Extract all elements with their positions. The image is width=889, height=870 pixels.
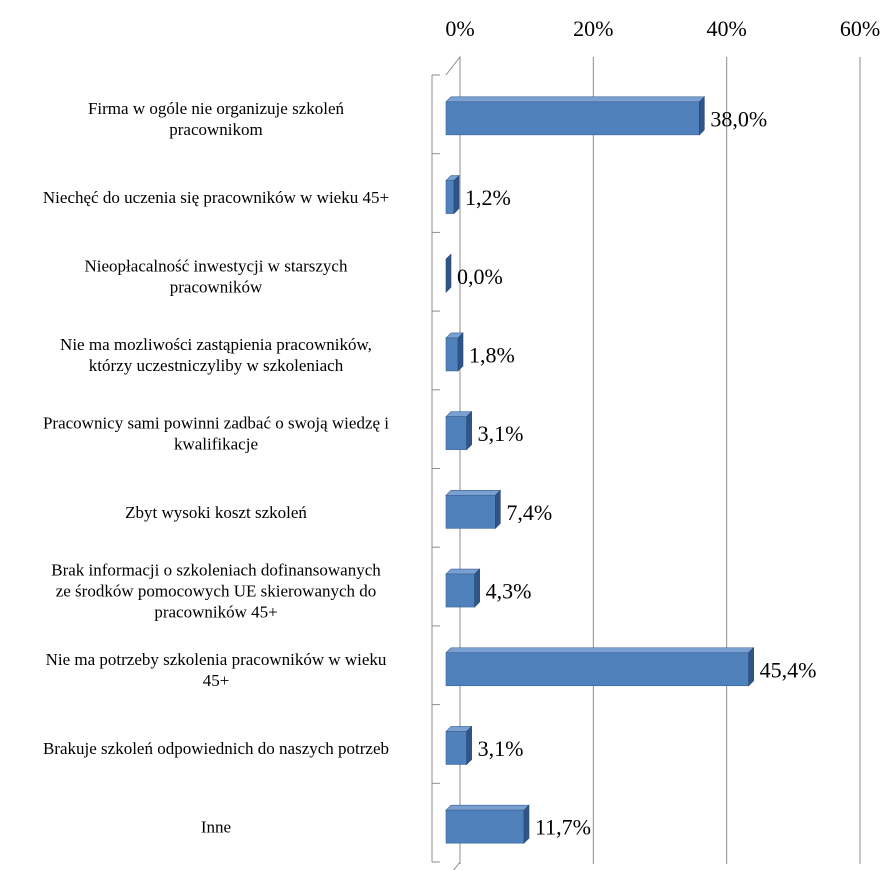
bar-side-face: [466, 410, 472, 451]
bar: [445, 253, 452, 293]
bar-top-face: [445, 96, 706, 103]
category-label: Nieopłacalność inwestycji w starszych pra…: [85, 256, 348, 296]
bar-side-face: [474, 568, 480, 608]
bars: 38,0% 1,2% 0,0% 1,8% 3,1% 7,4% 4,3% 45,4% 3,1% 11…: [445, 96, 817, 844]
category-label: Nie ma mozliwości zastąpienia pracownikó…: [60, 335, 372, 375]
bar-front-face: [445, 573, 475, 608]
bar-front-face: [445, 337, 459, 372]
bar-side-face: [457, 332, 464, 372]
bar-top-face: [445, 804, 530, 811]
bar: [445, 725, 473, 766]
bar-side-face: [523, 804, 530, 844]
data-label: 38,0%: [710, 106, 767, 131]
bar-front-face: [445, 731, 467, 765]
category-label: Firma w ogóle nie organizuje szkoleń prac…: [88, 99, 345, 139]
bar-side-face: [453, 174, 460, 215]
x-tick-label: 60%: [840, 16, 880, 41]
bar: [445, 647, 755, 687]
bar: [445, 332, 464, 372]
bar-front-face: [445, 101, 700, 136]
bar-front-face: [445, 416, 467, 450]
bar-side-face: [699, 96, 705, 136]
category-label: Zbyt wysoki koszt szkoleń: [125, 503, 307, 522]
data-label: 3,1%: [478, 736, 524, 761]
bar-side-face: [466, 725, 472, 766]
bar-front-face: [445, 180, 455, 214]
bar: [445, 568, 481, 608]
category-label: Pracownicy sami powinni zadbać o swoją w…: [43, 414, 389, 454]
bar-side-face: [445, 253, 452, 293]
data-label: 0,0%: [457, 264, 503, 289]
data-label: 7,4%: [506, 500, 552, 525]
x-axis-ticks: 0% 20% 40% 60%: [445, 16, 880, 41]
bar-side-face: [748, 647, 754, 687]
data-label: 1,8%: [469, 342, 515, 367]
bar: [445, 410, 473, 451]
bar: [445, 174, 460, 215]
bar-top-face: [445, 490, 502, 496]
category-label: Inne: [201, 818, 231, 837]
data-label: 45,4%: [760, 657, 817, 682]
category-labels: Firma w ogóle nie organizuje szkoleń prac…: [43, 99, 389, 837]
data-label: 11,7%: [535, 815, 591, 840]
x-tick-label: 20%: [573, 16, 613, 41]
bar-side-face: [495, 489, 501, 530]
bar-top-face: [445, 568, 481, 575]
bar: [445, 489, 502, 530]
category-label: Nie ma potrzeby szkolenia pracowników w …: [46, 650, 387, 690]
bar-front-face: [445, 652, 749, 687]
bar: [445, 804, 530, 844]
data-label: 4,3%: [486, 579, 532, 604]
gridlines: [431, 55, 861, 870]
bar-top-face: [445, 647, 755, 654]
bar: [445, 96, 706, 136]
bar-front-face: [445, 495, 496, 529]
x-tick-label: 40%: [707, 16, 747, 41]
data-label: 1,2%: [465, 185, 511, 210]
category-label: Brak informacji o szkoleniach dofinansow…: [51, 561, 381, 622]
bar-front-face: [445, 809, 525, 844]
x-tick-label: 0%: [445, 16, 474, 41]
data-label: 3,1%: [478, 421, 524, 446]
category-label: Brakuje szkoleń odpowiednich do naszych …: [43, 739, 389, 758]
side-wall: [445, 55, 461, 870]
category-label: Niechęć do uczenia się pracowników w wie…: [43, 188, 389, 207]
